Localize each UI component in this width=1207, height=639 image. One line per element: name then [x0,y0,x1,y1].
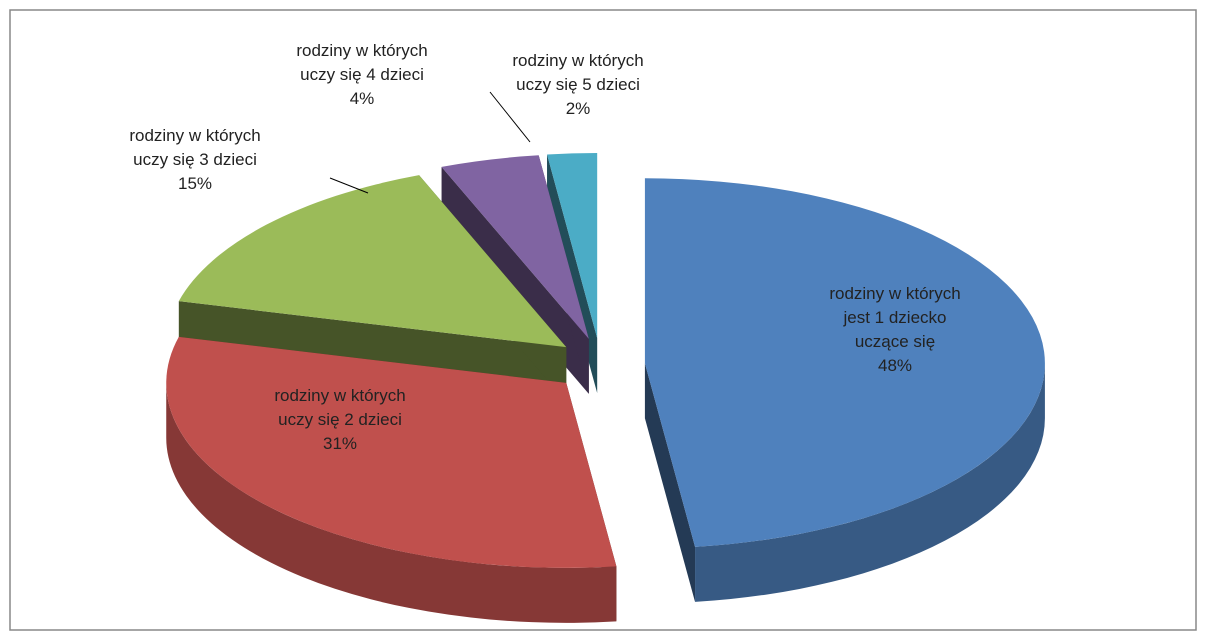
value-label: 48% [877,356,913,375]
value-label: 4% [349,89,375,108]
slice [166,336,617,568]
leader-line [329,177,369,194]
data-label: rodziny w których uczy się 2 dzieci 31% [260,384,420,456]
slice [644,178,1045,547]
slice-rim [695,363,1045,602]
category-label: rodziny w których uczy się 4 dzieci [296,41,428,84]
data-label: rodziny w których jest 1 dziecko uczące … [815,282,975,378]
slice-rim [166,382,617,623]
slice [644,178,1045,602]
value-label: 2% [565,99,591,118]
data-label: rodziny w których uczy się 4 dzieci 4% [282,39,442,111]
slice [547,153,598,339]
category-label: rodziny w których uczy się 5 dzieci [512,51,644,94]
value-label: 15% [177,174,213,193]
category-label: rodziny w których uczy się 2 dzieci [274,386,406,429]
slice [166,336,617,623]
slice [178,175,567,348]
value-label: 31% [322,434,358,453]
category-label: rodziny w których jest 1 dziecko uczące … [829,284,961,351]
data-label: rodziny w których uczy się 5 dzieci 2% [498,49,658,121]
category-label: rodziny w których uczy się 3 dzieci [129,126,261,169]
slice [441,155,589,339]
leader-line [489,91,531,143]
data-label: rodziny w których uczy się 3 dzieci 15% [115,124,275,196]
slice-side [644,363,696,602]
